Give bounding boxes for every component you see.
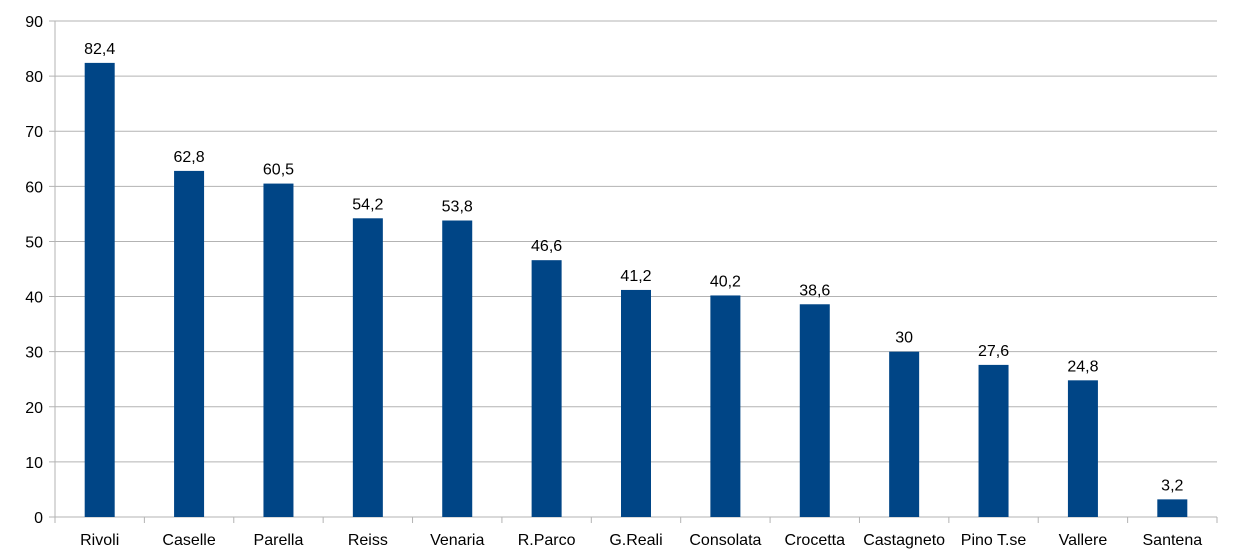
bar-value-label: 60,5 [263, 162, 294, 179]
x-tick-label: Caselle [162, 532, 215, 549]
bar [442, 220, 473, 517]
data-labels: 82,4 62,8 60,5 54,2 53,8 46,6 41,2 40,2 38,6 30 27… [84, 41, 1183, 494]
bar-value-label: 30 [895, 330, 913, 347]
bar [710, 295, 741, 517]
y-tick-label: 0 [34, 510, 43, 527]
bar-value-label: 40,2 [710, 273, 741, 290]
x-tick-label: Pino T.se [961, 532, 1027, 549]
bar [174, 170, 205, 517]
bar [889, 351, 920, 517]
x-tick-label: Consolata [689, 532, 761, 549]
bar-value-label: 38,6 [799, 282, 830, 299]
y-tick-label: 30 [25, 345, 43, 362]
y-tick-label: 40 [25, 290, 43, 307]
x-tick-label: Crocetta [785, 532, 846, 549]
bar [1157, 499, 1188, 517]
bar [531, 260, 562, 517]
bar-value-label: 82,4 [84, 41, 115, 58]
x-tick-label: Venaria [430, 532, 484, 549]
x-tick-label: Rivoli [80, 532, 119, 549]
bar [621, 289, 651, 517]
y-tick-label: 70 [25, 124, 43, 141]
y-tick-label: 20 [25, 400, 43, 417]
y-tick-label: 10 [25, 455, 43, 472]
bar [1067, 380, 1098, 517]
y-tick-label: 60 [25, 179, 43, 196]
x-tick-label: Parella [254, 532, 304, 549]
bar [978, 364, 1009, 517]
bar-value-label: 54,2 [352, 196, 383, 213]
y-tick-label: 90 [25, 14, 43, 31]
x-tick-label: R.Parco [518, 532, 576, 549]
bar [263, 183, 294, 518]
bar-value-label: 3,2 [1161, 477, 1183, 494]
bar-value-label: 53,8 [442, 199, 473, 216]
x-tick-label: Santena [1143, 532, 1203, 549]
x-tick-label: Castagneto [863, 532, 945, 549]
y-tick-label: 80 [25, 69, 43, 86]
bar [799, 304, 830, 517]
x-tick-label: Reiss [348, 532, 388, 549]
bars [84, 62, 1188, 518]
bar [84, 62, 115, 517]
bar-value-label: 62,8 [174, 149, 205, 166]
bar-value-label: 24,8 [1067, 358, 1098, 375]
bar-value-label: 27,6 [978, 343, 1009, 360]
bar [352, 218, 383, 517]
y-tick-label: 50 [25, 234, 43, 251]
x-tick-label: G.Reali [609, 532, 662, 549]
y-axis-tick-labels: 0 10 20 30 40 50 60 70 80 90 [25, 14, 43, 527]
bar-value-label: 46,6 [531, 238, 562, 255]
x-axis-tick-labels: Rivoli Caselle Parella Reiss Venaria R.Parco G… [80, 532, 1202, 549]
bar-value-label: 41,2 [620, 268, 651, 285]
x-tick-label: Vallere [1059, 532, 1108, 549]
